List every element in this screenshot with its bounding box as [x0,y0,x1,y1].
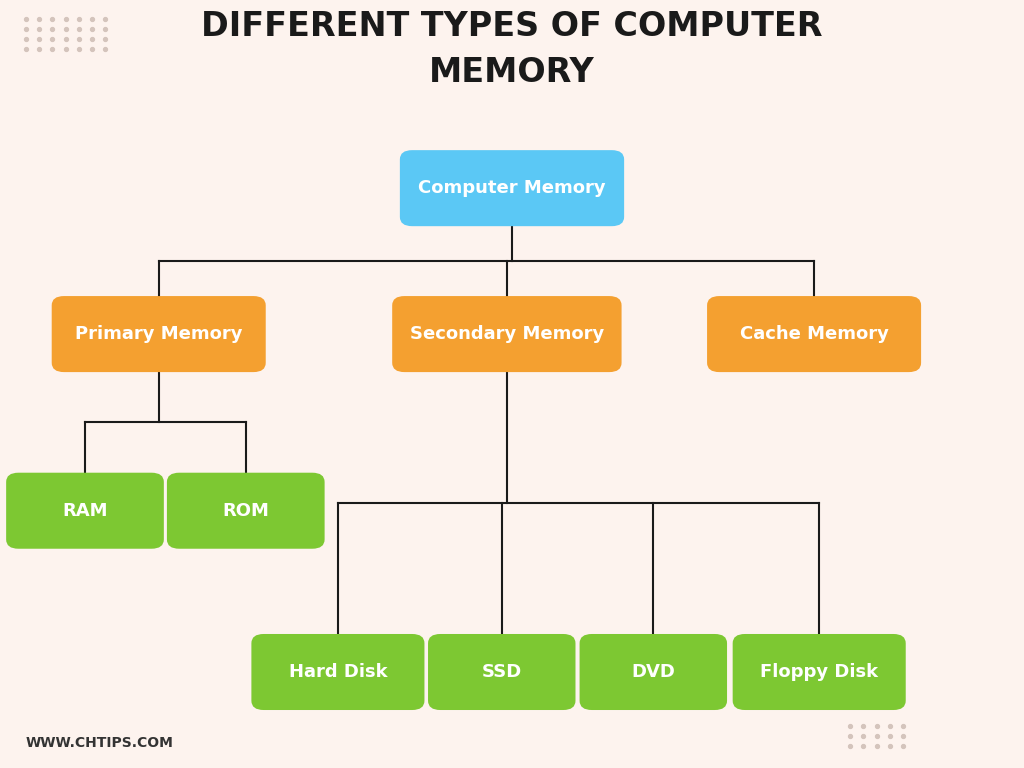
FancyBboxPatch shape [428,634,575,710]
FancyBboxPatch shape [51,296,266,372]
Text: Primary Memory: Primary Memory [75,325,243,343]
Text: WWW.CHTIPS.COM: WWW.CHTIPS.COM [26,737,173,750]
Text: SSD: SSD [481,663,522,681]
Text: Floppy Disk: Floppy Disk [760,663,879,681]
Text: Computer Memory: Computer Memory [418,179,606,197]
Text: DVD: DVD [632,663,675,681]
FancyBboxPatch shape [580,634,727,710]
Text: RAM: RAM [62,502,108,520]
FancyBboxPatch shape [392,296,622,372]
Text: DIFFERENT TYPES OF COMPUTER
MEMORY: DIFFERENT TYPES OF COMPUTER MEMORY [202,11,822,89]
Text: Hard Disk: Hard Disk [289,663,387,681]
FancyBboxPatch shape [6,472,164,548]
Text: Secondary Memory: Secondary Memory [410,325,604,343]
FancyBboxPatch shape [167,472,325,548]
FancyBboxPatch shape [252,634,424,710]
FancyBboxPatch shape [733,634,906,710]
FancyBboxPatch shape [707,296,922,372]
Text: ROM: ROM [222,502,269,520]
Text: Cache Memory: Cache Memory [739,325,889,343]
FancyBboxPatch shape [399,151,624,226]
